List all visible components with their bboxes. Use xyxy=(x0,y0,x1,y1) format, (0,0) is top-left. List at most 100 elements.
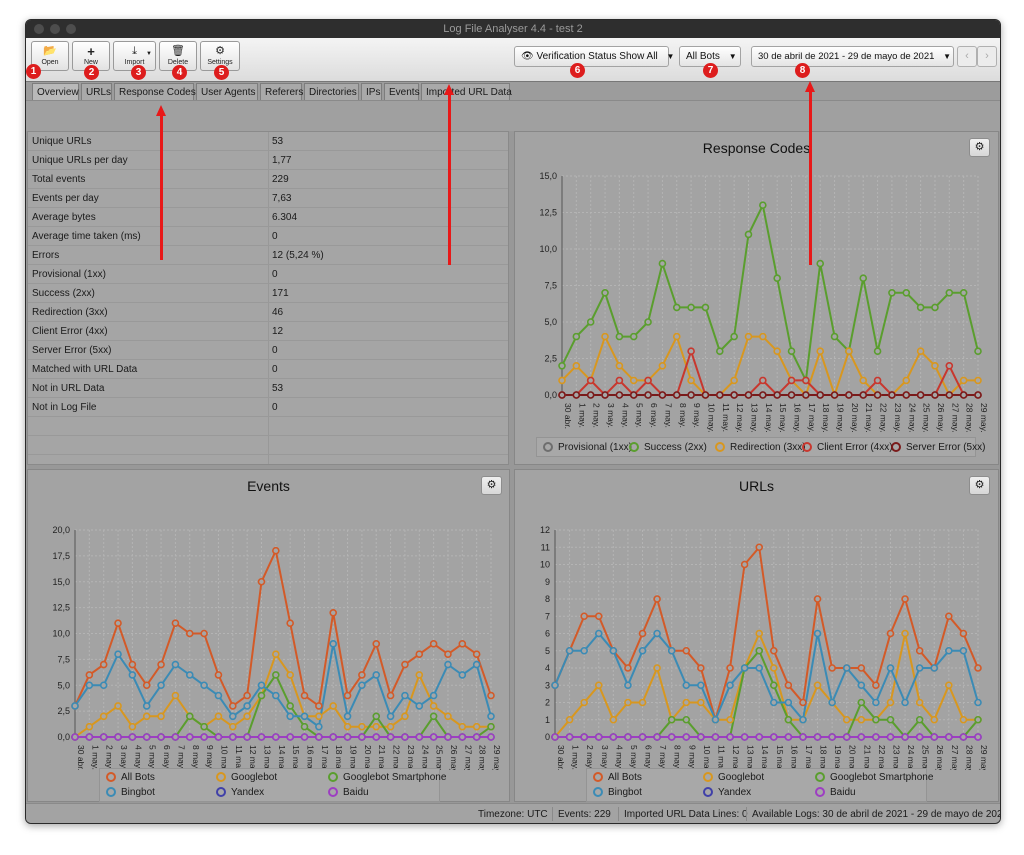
x-tick-label: 2 may. xyxy=(105,745,115,770)
data-point xyxy=(638,698,647,707)
data-point xyxy=(701,303,710,312)
legend-item-all-bots: All Bots xyxy=(106,772,155,783)
status-bar: Timezone: UTC Events: 229 Imported URL D… xyxy=(26,803,1000,823)
data-point xyxy=(730,376,738,385)
data-point xyxy=(787,347,796,355)
stats-row: Matched with URL Data 0 xyxy=(28,360,508,379)
data-point xyxy=(71,702,79,710)
data-point xyxy=(886,733,895,741)
tab-overview[interactable]: Overview xyxy=(32,83,79,100)
series-line xyxy=(562,347,978,397)
data-point xyxy=(644,391,652,399)
y-tick-label: 7,5 xyxy=(544,281,557,291)
minimize-window-button[interactable] xyxy=(50,24,60,34)
date-range-dropdown[interactable]: 30 de abril de 2021 - 29 de mayo de 2021… xyxy=(751,46,954,67)
data-point xyxy=(755,664,764,672)
x-tick-label: 19 may. xyxy=(836,403,846,433)
x-tick-label: 9 may. xyxy=(687,745,697,770)
x-tick-label: 17 may. xyxy=(807,403,817,433)
tab-urls[interactable]: URLs xyxy=(81,83,112,100)
legend-dot xyxy=(106,772,116,782)
x-tick-label: 28 may. xyxy=(964,745,974,770)
data-point xyxy=(638,629,647,638)
data-point xyxy=(638,733,647,741)
x-tick-label: 3 may. xyxy=(119,745,129,770)
data-point xyxy=(682,733,691,741)
data-point xyxy=(744,332,753,341)
stat-value: 6.304 xyxy=(272,212,298,223)
status-divider xyxy=(618,807,619,821)
stat-label: Provisional (1xx) xyxy=(32,269,106,280)
data-point xyxy=(653,629,661,638)
data-point xyxy=(315,702,323,710)
stats-row-empty xyxy=(28,417,508,436)
data-point xyxy=(830,332,839,341)
y-tick-label: 3 xyxy=(545,680,550,690)
previous-range-button[interactable]: ‹ xyxy=(957,46,977,67)
data-point xyxy=(945,733,953,741)
data-point xyxy=(300,722,309,731)
data-point xyxy=(429,691,438,700)
legend-dot xyxy=(802,442,812,452)
data-point xyxy=(784,681,793,690)
data-point xyxy=(272,691,280,700)
data-point xyxy=(629,391,638,399)
tab-directories[interactable]: Directories xyxy=(304,83,359,100)
annotation-badge-3: 3 xyxy=(131,65,146,80)
legend-item-success: Success (2xx) xyxy=(629,442,707,453)
column-divider xyxy=(268,132,269,464)
y-tick-label: 17,5 xyxy=(52,551,70,561)
data-point xyxy=(185,671,194,679)
data-point xyxy=(594,681,603,690)
response-codes-settings-button[interactable]: ⚙ xyxy=(969,138,990,157)
data-point xyxy=(769,646,778,655)
stats-row-empty xyxy=(28,436,508,455)
chevron-down-icon: ▼ xyxy=(728,52,737,61)
x-tick-label: 26 may. xyxy=(449,745,459,770)
tab-referers[interactable]: Referers xyxy=(260,83,303,100)
close-window-button[interactable] xyxy=(34,24,44,34)
events-settings-button[interactable]: ⚙ xyxy=(481,476,502,495)
legend-label: Googlebot xyxy=(231,772,278,783)
tab-user-agents[interactable]: User Agents xyxy=(196,83,258,100)
x-tick-label: 17 may. xyxy=(804,745,814,770)
data-point xyxy=(300,712,309,721)
annotation-arrow xyxy=(444,84,454,265)
legend-item-server-error: Server Error (5xx) xyxy=(891,442,985,453)
stat-value: 0 xyxy=(272,231,278,242)
x-tick-label: 24 may. xyxy=(420,745,430,770)
verification-status-dropdown[interactable]: 👁 Verification Status Show All ▼ xyxy=(514,46,674,67)
x-tick-label: 1 may. xyxy=(577,403,587,428)
gear-icon: ⚙ xyxy=(215,45,225,57)
next-range-button[interactable]: › xyxy=(977,46,997,67)
stat-value: 53 xyxy=(272,136,284,147)
data-point xyxy=(784,698,793,707)
y-tick-label: 0 xyxy=(545,732,550,742)
urls-settings-button[interactable]: ⚙ xyxy=(969,476,990,495)
tab-events[interactable]: Events xyxy=(384,83,420,100)
zoom-window-button[interactable] xyxy=(66,24,76,34)
data-point xyxy=(886,715,895,724)
annotation-arrow xyxy=(156,105,166,260)
data-point xyxy=(759,332,767,341)
data-point xyxy=(171,660,180,669)
tab-ips[interactable]: IPs xyxy=(361,83,382,100)
tab-imported-url-data[interactable]: Imported URL Data xyxy=(421,83,512,100)
stat-label: Client Error (4xx) xyxy=(32,326,108,337)
legend-item-googlebot: Googlebot xyxy=(703,772,764,783)
data-point xyxy=(580,612,588,621)
x-tick-label: 17 may. xyxy=(320,745,330,770)
y-tick-label: 0,0 xyxy=(544,390,557,400)
x-tick-label: 20 may. xyxy=(850,403,860,433)
data-point xyxy=(315,733,323,741)
legend-dot xyxy=(703,787,713,797)
events-chart: 0,0 2,5 5,0 7,5 10,0 12,5 15,0 17,5 20,0 30 abr. 1… xyxy=(52,525,502,770)
data-point xyxy=(816,391,825,399)
legend-item-redirection: Redirection (3xx) xyxy=(715,442,806,453)
x-tick-label: 6 may. xyxy=(644,745,654,770)
eye-icon: 👁 xyxy=(521,51,534,62)
data-point xyxy=(257,681,266,690)
tab-response-codes[interactable]: Response Codes xyxy=(114,83,196,100)
x-tick-label: 19 may. xyxy=(349,745,359,770)
data-point xyxy=(726,733,734,741)
